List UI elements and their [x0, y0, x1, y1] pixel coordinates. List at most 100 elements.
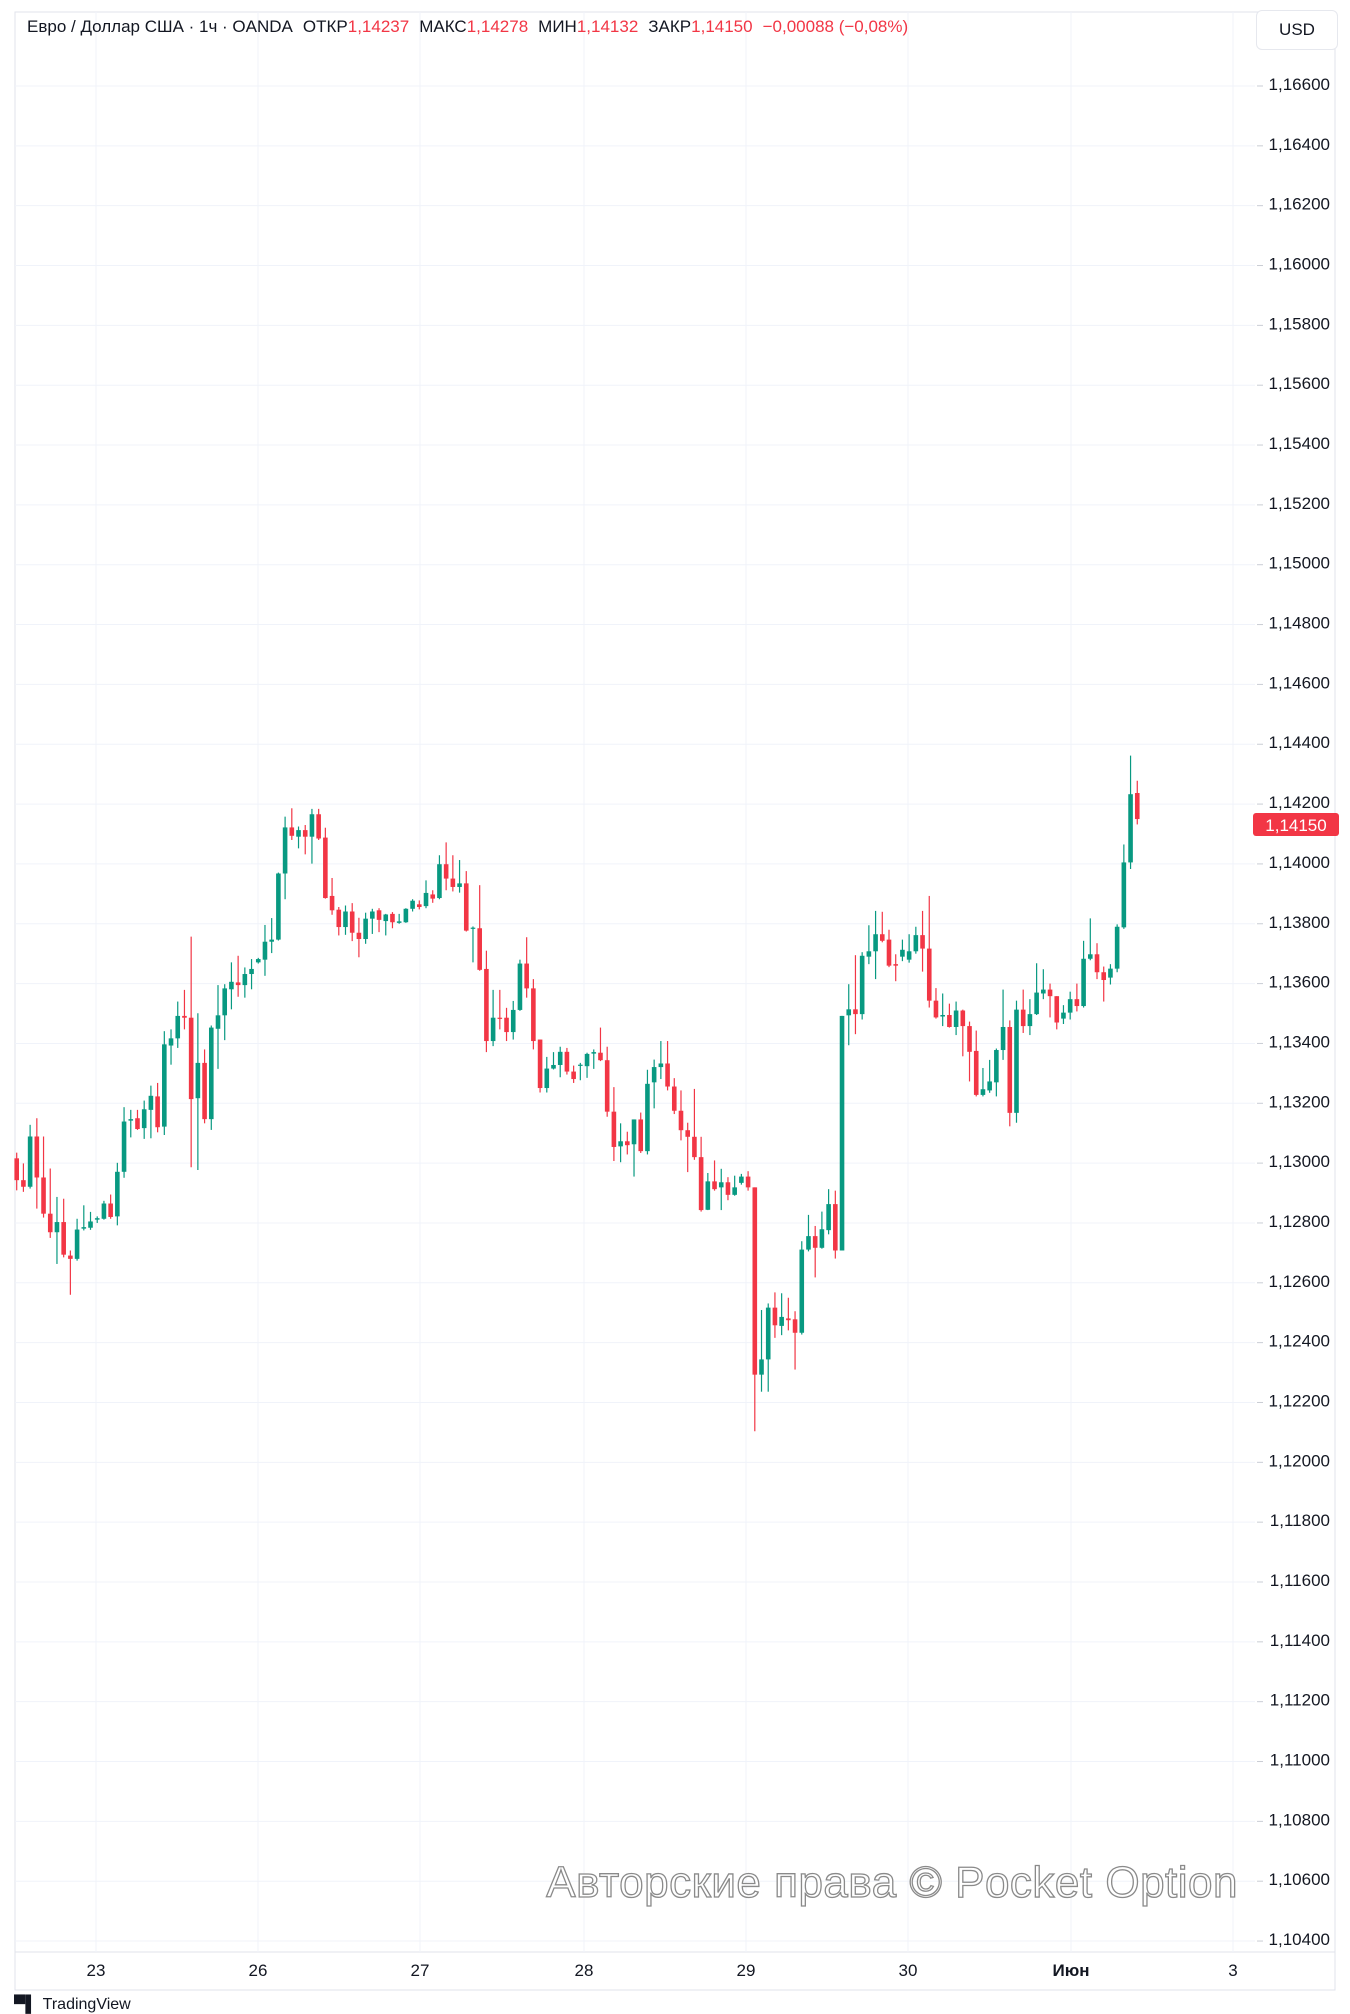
- candle-down: [504, 1007, 509, 1042]
- currency-button[interactable]: USD: [1256, 10, 1338, 50]
- candle-body: [886, 939, 892, 966]
- candle-body: [276, 873, 281, 940]
- candle-up: [195, 1013, 201, 1171]
- candle-body: [973, 1050, 979, 1095]
- candle-down: [698, 1136, 704, 1212]
- candle-body: [920, 935, 925, 949]
- candle-down: [443, 842, 449, 891]
- candle-body: [645, 1083, 650, 1152]
- candle-body: [81, 1227, 87, 1229]
- candle-body: [879, 934, 885, 941]
- y-tick-label: 1,12200: [1269, 1391, 1330, 1410]
- candle-down: [329, 877, 335, 915]
- symbol-title[interactable]: Евро / Доллар США · 1ч · OANDA: [27, 17, 293, 36]
- candle-body: [410, 900, 415, 909]
- candle-down: [920, 910, 925, 972]
- x-tick-label: 29: [737, 1961, 756, 1980]
- candle-up: [1128, 755, 1133, 870]
- candle-up: [1034, 963, 1039, 1016]
- change-value: −0,00088 (−0,08%): [762, 17, 909, 36]
- candle-up: [1121, 844, 1127, 929]
- candle-body: [510, 1009, 516, 1033]
- tradingview-logo[interactable]: ▀▌ TradingView: [14, 1996, 131, 2014]
- candle-body: [537, 1039, 543, 1089]
- candle-up: [651, 1059, 657, 1109]
- y-tick-label: 1,12800: [1269, 1212, 1330, 1231]
- y-tick-label: 1,11200: [1270, 1691, 1330, 1710]
- candle-up: [980, 1067, 986, 1097]
- candle-up: [115, 1162, 120, 1226]
- candle-body: [578, 1064, 583, 1066]
- candle-up: [551, 1052, 556, 1070]
- candle-up: [953, 1001, 959, 1036]
- y-tick-label: 1,10600: [1269, 1870, 1330, 1889]
- candle-up: [631, 1119, 637, 1177]
- open-label: ОТКР: [302, 17, 348, 36]
- candle-body: [900, 949, 905, 957]
- y-tick-label: 1,12000: [1269, 1451, 1330, 1470]
- candle-up: [806, 1214, 811, 1252]
- candle-up: [343, 905, 348, 935]
- y-tick-label: 1,15800: [1269, 314, 1330, 333]
- candle-body: [457, 883, 462, 887]
- candle-body: [1061, 1012, 1066, 1019]
- y-tick-label: 1,11600: [1270, 1571, 1330, 1590]
- candle-body: [376, 910, 382, 920]
- candle-body: [967, 1026, 972, 1052]
- candle-body: [571, 1071, 576, 1080]
- candle-body: [14, 1158, 19, 1181]
- low-label: МИН: [538, 17, 577, 36]
- candle-down: [14, 1152, 19, 1191]
- y-tick-label: 1,16600: [1269, 75, 1330, 94]
- candle-body: [926, 948, 932, 1001]
- candle-body: [551, 1064, 556, 1069]
- candle-body: [175, 1015, 181, 1039]
- candle-body: [423, 892, 429, 907]
- x-tick-label: 30: [899, 1961, 918, 1980]
- candle-body: [235, 982, 241, 986]
- candle-down: [235, 955, 241, 997]
- candle-body: [604, 1060, 610, 1112]
- candle-up: [457, 860, 462, 893]
- candle-down: [463, 871, 469, 932]
- candle-body: [833, 1204, 838, 1251]
- candle-body: [759, 1359, 764, 1375]
- y-tick-label: 1,11800: [1270, 1511, 1330, 1530]
- candle-up: [470, 926, 476, 963]
- candle-up: [215, 985, 221, 1069]
- candle-down: [336, 907, 342, 936]
- candle-up: [363, 912, 368, 944]
- candle-body: [712, 1181, 717, 1190]
- candle-down: [812, 1225, 818, 1278]
- candle-up: [584, 1052, 590, 1078]
- symbol-legend: Евро / Доллар США · 1ч · OANDA ОТКР 1,142…: [27, 17, 908, 37]
- candle-up: [437, 855, 442, 900]
- candle-down: [1007, 1020, 1013, 1127]
- candle-body: [718, 1182, 724, 1188]
- candle-body: [437, 864, 442, 899]
- candle-body: [826, 1204, 831, 1231]
- candle-body: [115, 1171, 120, 1217]
- candle-body: [1101, 972, 1107, 981]
- candle-body: [980, 1089, 986, 1095]
- candle-body: [893, 964, 899, 966]
- candle-down: [611, 1087, 617, 1162]
- candle-body: [363, 918, 368, 940]
- candle-body: [1054, 996, 1060, 1023]
- candle-body: [531, 988, 536, 1042]
- candle-down: [745, 1171, 751, 1191]
- candle-body: [1114, 926, 1120, 969]
- candle-up: [1041, 969, 1046, 1000]
- chart-frame: [14, 11, 1336, 1991]
- y-tick-label: 1,10800: [1269, 1810, 1330, 1829]
- candle-down: [323, 827, 328, 899]
- candle-up: [866, 925, 872, 965]
- candle-body: [933, 1000, 939, 1018]
- candle-down: [477, 885, 482, 971]
- candle-down: [524, 937, 529, 998]
- candle-body: [638, 1119, 644, 1152]
- candle-up: [826, 1189, 831, 1235]
- candle-up: [1108, 964, 1113, 985]
- candle-body: [913, 935, 919, 952]
